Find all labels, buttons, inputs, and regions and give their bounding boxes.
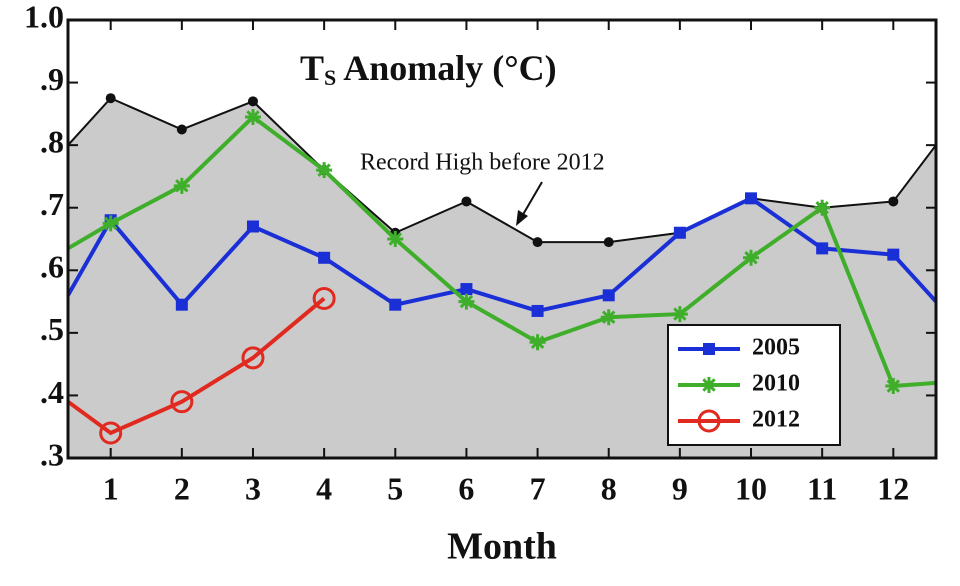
marker — [175, 298, 188, 311]
marker — [318, 251, 331, 264]
x-tick-label: 6 — [458, 470, 474, 506]
marker — [173, 177, 190, 194]
marker — [105, 93, 116, 104]
marker — [814, 199, 831, 216]
y-tick-label: .6 — [40, 249, 64, 285]
marker — [312, 286, 336, 310]
y-tick-label: .4 — [40, 374, 64, 410]
marker — [532, 237, 543, 248]
x-axis-label: Month — [447, 526, 557, 568]
annotation: Record High before 2012 — [360, 150, 605, 176]
marker — [602, 289, 615, 302]
x-tick-label: 9 — [672, 470, 688, 506]
y-tick-label: .8 — [40, 123, 64, 159]
series-line — [68, 296, 326, 436]
marker — [529, 334, 546, 351]
x-tick-label: 11 — [807, 470, 837, 506]
marker — [102, 215, 119, 232]
marker — [671, 306, 688, 323]
title-rest: Anomaly (°C) — [336, 48, 556, 88]
marker — [600, 309, 617, 326]
marker — [247, 96, 258, 107]
marker — [816, 242, 829, 255]
x-tick-label: 1 — [103, 470, 119, 506]
legend-marker — [701, 377, 717, 393]
marker — [170, 390, 194, 414]
legend-marker — [703, 343, 715, 355]
marker — [887, 248, 900, 261]
marker — [387, 231, 404, 247]
marker — [745, 192, 758, 205]
annotation-arrow — [520, 181, 543, 219]
legend-label: 2005 — [752, 335, 800, 361]
x-tick-label: 4 — [316, 470, 332, 506]
marker — [389, 298, 402, 311]
y-tick-label: .5 — [40, 311, 64, 347]
x-tick-label: 3 — [245, 470, 261, 506]
marker — [316, 162, 333, 179]
x-tick-label: 12 — [877, 470, 909, 506]
plot-frame — [66, 18, 938, 460]
title-subscript: S — [324, 65, 336, 90]
legend-box — [667, 324, 841, 446]
marker — [244, 108, 261, 125]
legend-label: 2010 — [752, 371, 800, 397]
marker — [531, 304, 544, 317]
x-tick-label: 5 — [387, 470, 403, 506]
marker — [246, 220, 259, 233]
marker — [888, 196, 899, 207]
marker — [460, 283, 473, 296]
marker — [99, 421, 123, 445]
x-tick-label: 7 — [530, 470, 546, 506]
marker — [885, 378, 902, 395]
x-tick-label: 8 — [601, 470, 617, 506]
marker — [241, 346, 265, 370]
series-line — [68, 114, 936, 389]
marker — [176, 124, 187, 135]
legend-marker — [697, 409, 721, 433]
marker — [673, 226, 686, 239]
marker — [458, 293, 475, 310]
x-tick-label: 2 — [174, 470, 190, 506]
series-line — [68, 97, 936, 244]
series-line — [68, 196, 936, 314]
marker — [603, 237, 614, 248]
annotation-arrowhead — [516, 210, 528, 226]
marker — [743, 249, 760, 266]
x-tick-label: 10 — [735, 470, 767, 506]
y-tick-label: .3 — [40, 436, 64, 472]
y-tick-label: .9 — [40, 61, 64, 97]
y-tick-label: .7 — [40, 186, 64, 222]
chart-title: TS Anomaly (°C) — [300, 48, 557, 90]
legend-label: 2012 — [752, 407, 800, 433]
marker — [461, 196, 472, 207]
title-main: T — [300, 48, 324, 88]
y-tick-label: 1.0 — [24, 0, 64, 34]
